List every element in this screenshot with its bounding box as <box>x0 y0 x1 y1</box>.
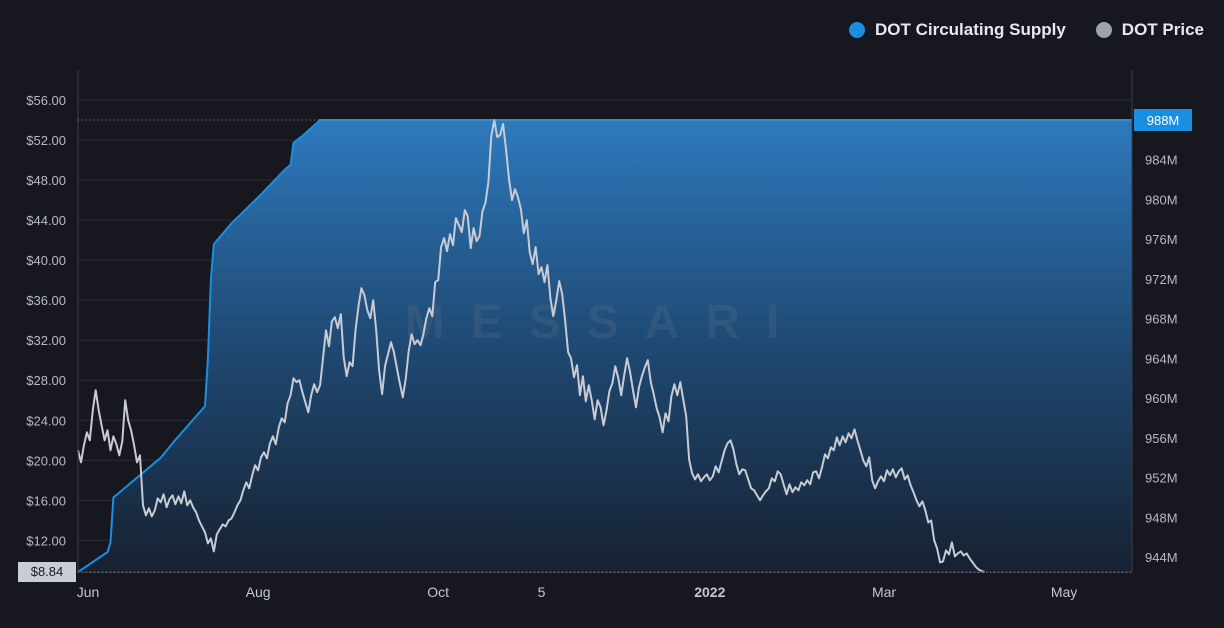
price-dot-icon <box>1095 22 1112 38</box>
right-tick-label: 944M <box>1145 550 1178 565</box>
x-tick-label: Aug <box>246 584 271 600</box>
right-tick-label: 956M <box>1145 431 1178 446</box>
legend-item-price[interactable]: DOT Price <box>1095 20 1204 40</box>
supply-line <box>77 119 1132 573</box>
legend-supply-label: DOT Circulating Supply <box>875 20 1066 39</box>
legend: DOT Circulating Supply DOT Price <box>849 20 1204 40</box>
legend-item-supply[interactable]: DOT Circulating Supply <box>849 20 1066 40</box>
price-current-label: $8.84 <box>31 564 64 579</box>
right-tick-label: 984M <box>1145 153 1178 168</box>
left-tick-label: $48.00 <box>26 173 66 188</box>
supply-dot-icon <box>849 22 865 38</box>
left-tick-label: $52.00 <box>26 133 66 148</box>
supply-current-badge <box>1134 109 1192 131</box>
watermark: MESSARI <box>405 296 806 349</box>
price-current-badge <box>18 562 76 582</box>
x-axis-ticks: Jun Aug Oct 5 2022 Mar May <box>77 584 1078 600</box>
x-tick-label: 2022 <box>694 584 725 600</box>
current-value-markers: 988M $8.84 <box>18 109 1192 582</box>
left-axis-ticks: $12.00 $16.00 $20.00 $24.00 $28.00 $32.00 $36.… <box>26 93 66 548</box>
left-tick-label: $40.00 <box>26 253 66 268</box>
right-tick-label: 968M <box>1145 312 1178 327</box>
right-axis-ticks: 944M 948M 952M 956M 960M 964M 968M 972M 976M 980M… <box>1145 153 1178 565</box>
left-tick-label: $20.00 <box>26 453 66 468</box>
x-tick-label: May <box>1051 584 1077 600</box>
right-tick-label: 948M <box>1145 510 1178 525</box>
x-tick-label: 5 <box>538 584 546 600</box>
legend-price-label: DOT Price <box>1121 20 1204 39</box>
right-tick-label: 964M <box>1145 351 1178 366</box>
axes <box>18 70 1133 573</box>
right-tick-label: 960M <box>1145 391 1178 406</box>
left-tick-label: $12.00 <box>26 533 66 548</box>
left-tick-label: $36.00 <box>26 293 66 308</box>
right-tick-label: 972M <box>1145 272 1178 287</box>
left-tick-label: $44.00 <box>26 213 66 228</box>
price-line <box>77 119 985 573</box>
left-tick-label: $16.00 <box>26 493 66 508</box>
left-tick-label: $32.00 <box>26 333 66 348</box>
right-tick-label: 952M <box>1145 471 1178 486</box>
x-tick-label: Jun <box>77 584 100 600</box>
right-tick-label: 980M <box>1145 192 1178 207</box>
x-tick-label: Oct <box>427 584 449 600</box>
supply-current-label: 988M <box>1147 113 1180 128</box>
right-tick-label: 976M <box>1145 232 1178 247</box>
left-tick-label: $28.00 <box>26 373 66 388</box>
left-tick-label: $56.00 <box>26 93 66 108</box>
left-tick-label: $24.00 <box>26 413 66 428</box>
x-tick-label: Mar <box>872 584 896 600</box>
